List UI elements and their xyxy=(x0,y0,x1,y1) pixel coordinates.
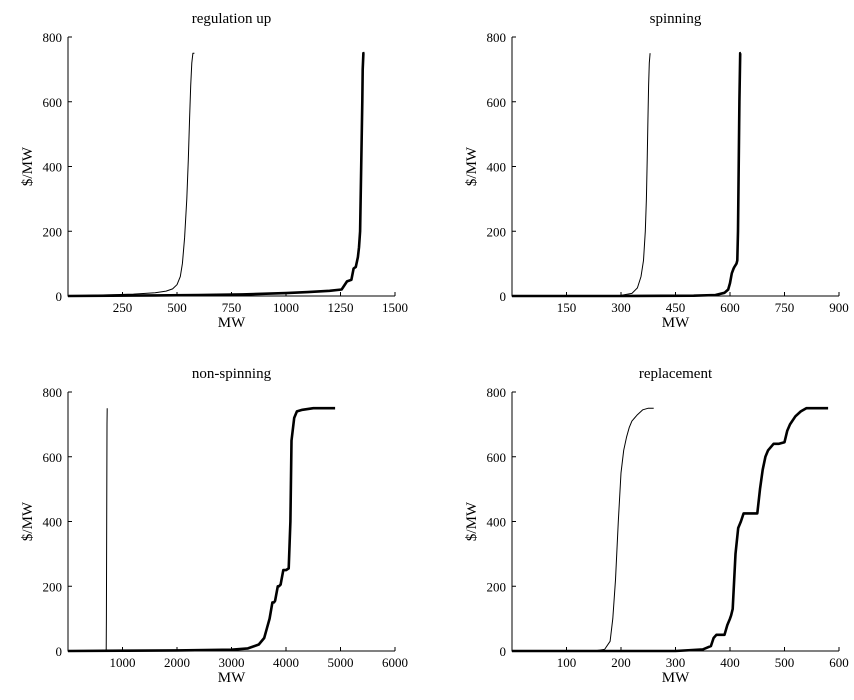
x-tick-label: 600 xyxy=(829,655,849,670)
x-tick-label: 200 xyxy=(611,655,631,670)
y-tick-label: 400 xyxy=(487,515,507,530)
y-tick-label: 200 xyxy=(487,579,507,594)
y-axis-label: $/MW xyxy=(20,146,36,186)
x-axis-label: MW xyxy=(662,315,690,331)
chart-panel: 0 200 400 600 800 150 300 450 600 750 900 spinning M… xyxy=(464,11,849,331)
chart-title: non-spinning xyxy=(192,366,272,382)
y-tick-label: 800 xyxy=(487,385,507,400)
y-tick-label: 600 xyxy=(43,95,63,110)
y-axis-label: $/MW xyxy=(464,501,480,541)
x-tick-label: 450 xyxy=(666,300,686,315)
y-tick-label: 400 xyxy=(43,160,63,175)
x-tick-label: 2000 xyxy=(164,655,190,670)
y-tick-label: 400 xyxy=(487,160,507,175)
chart-title: regulation up xyxy=(192,11,272,27)
y-tick-label: 400 xyxy=(43,515,63,530)
y-tick-label: 600 xyxy=(487,95,507,110)
x-tick-label: 500 xyxy=(167,300,187,315)
x-axis-label: MW xyxy=(662,670,690,686)
x-tick-label: 3000 xyxy=(219,655,245,670)
y-tick-label: 800 xyxy=(487,30,507,45)
thick-series-line xyxy=(67,406,336,653)
thick-series-line xyxy=(512,51,742,298)
axis-frame xyxy=(67,392,395,652)
y-tick-label: 600 xyxy=(487,450,507,465)
x-tick-label: 400 xyxy=(720,655,740,670)
chart-title: spinning xyxy=(650,11,702,27)
x-axis-label: MW xyxy=(218,315,246,331)
thin-series-line xyxy=(512,407,654,652)
x-tick-label: 1000 xyxy=(110,655,136,670)
x-axis-label: MW xyxy=(218,670,246,686)
x-tick-label: 300 xyxy=(611,300,631,315)
x-tick-label: 750 xyxy=(222,300,242,315)
y-axis-label: $/MW xyxy=(464,146,480,186)
thin-series-line xyxy=(512,53,651,297)
y-tick-label: 200 xyxy=(43,579,63,594)
y-tick-label: 0 xyxy=(56,644,63,659)
x-tick-label: 750 xyxy=(775,300,795,315)
x-tick-label: 250 xyxy=(113,300,133,315)
y-axis-label: $/MW xyxy=(20,501,36,541)
y-tick-label: 0 xyxy=(500,289,507,304)
x-tick-label: 6000 xyxy=(382,655,408,670)
thin-series-line xyxy=(68,408,108,652)
thin-series-line xyxy=(67,52,195,297)
thick-series-line xyxy=(512,406,829,653)
axis-frame xyxy=(511,37,839,297)
x-tick-label: 100 xyxy=(557,655,577,670)
y-tick-label: 200 xyxy=(43,224,63,239)
chart-panel: 0 200 400 600 800 1000 2000 3000 4000 5000 6000 non… xyxy=(20,366,408,686)
y-tick-label: 800 xyxy=(43,30,63,45)
chart-panel: 0 200 400 600 800 250 500 750 1000 1250 1500 regula… xyxy=(20,11,408,331)
y-tick-label: 600 xyxy=(43,450,63,465)
chart-panel: 0 200 400 600 800 100 200 300 400 500 600 replaceme… xyxy=(464,366,849,686)
thick-series-line xyxy=(67,51,365,298)
axis-frame xyxy=(67,37,395,297)
x-tick-label: 500 xyxy=(775,655,795,670)
x-tick-label: 1500 xyxy=(382,300,408,315)
x-tick-label: 600 xyxy=(720,300,740,315)
axis-frame xyxy=(511,392,839,652)
y-tick-label: 800 xyxy=(43,385,63,400)
x-tick-label: 300 xyxy=(666,655,686,670)
x-tick-label: 4000 xyxy=(273,655,299,670)
x-tick-label: 1000 xyxy=(273,300,299,315)
x-tick-label: 1250 xyxy=(328,300,354,315)
y-tick-label: 200 xyxy=(487,224,507,239)
y-tick-label: 0 xyxy=(56,289,63,304)
x-tick-label: 150 xyxy=(557,300,577,315)
x-tick-label: 900 xyxy=(829,300,849,315)
x-tick-label: 5000 xyxy=(328,655,354,670)
chart-title: replacement xyxy=(639,366,713,382)
y-tick-label: 0 xyxy=(500,644,507,659)
